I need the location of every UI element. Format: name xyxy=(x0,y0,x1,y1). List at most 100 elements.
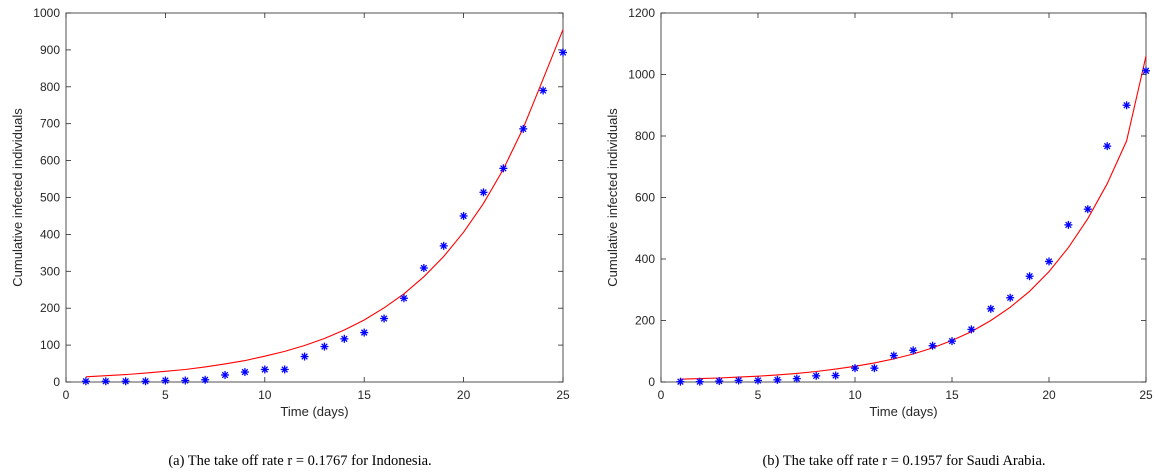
y-tick-label: 400 xyxy=(635,252,655,266)
data-point xyxy=(909,346,918,355)
data-point xyxy=(754,376,762,385)
data-point xyxy=(773,375,782,384)
x-tick-label: 25 xyxy=(556,388,570,402)
x-tick-label: 5 xyxy=(162,388,169,402)
data-point-stroke xyxy=(559,49,567,56)
x-tick-label: 10 xyxy=(848,388,862,402)
y-tick-label: 700 xyxy=(40,117,60,131)
data-point-stroke xyxy=(774,376,781,384)
data-point xyxy=(380,314,389,323)
data-point-stroke xyxy=(1123,101,1130,109)
data-point-stroke xyxy=(301,353,308,360)
y-tick-label: 1200 xyxy=(628,6,655,20)
data-point xyxy=(1103,142,1112,151)
x-tick-label: 20 xyxy=(1042,388,1056,402)
data-point xyxy=(1064,220,1073,229)
data-point xyxy=(792,374,801,383)
data-point-stroke xyxy=(1065,221,1072,229)
data-point xyxy=(320,342,329,351)
data-point xyxy=(340,334,349,343)
data-point-stroke xyxy=(420,264,428,272)
data-point-stroke xyxy=(909,347,917,354)
data-point-stroke xyxy=(871,364,878,372)
data-point xyxy=(1006,293,1015,302)
data-point xyxy=(181,376,190,385)
plot-frame xyxy=(65,12,564,383)
x-tick-label: 5 xyxy=(755,388,762,402)
data-point-stroke xyxy=(321,343,328,350)
plot-frame xyxy=(660,12,1147,383)
y-tick-label: 200 xyxy=(635,314,655,328)
data-point xyxy=(695,377,704,386)
y-tick-label: 200 xyxy=(40,301,60,315)
data-point xyxy=(141,377,150,386)
y-tick-label: 800 xyxy=(40,80,60,94)
y-tick-label: 0 xyxy=(648,375,655,389)
data-point xyxy=(81,377,90,386)
y-tick-label: 800 xyxy=(635,129,655,143)
y-tick-label: 1000 xyxy=(628,68,655,82)
figure-caption: (b) The take off rate r = 0.1957 for Sau… xyxy=(762,453,1045,469)
data-point xyxy=(101,377,110,386)
data-point-stroke xyxy=(201,376,209,384)
data-point-stroke xyxy=(677,378,684,385)
data-point xyxy=(928,341,937,350)
data-point-stroke xyxy=(241,368,249,376)
data-point xyxy=(1083,205,1092,214)
x-tick-label: 20 xyxy=(457,388,471,402)
data-point-stroke xyxy=(341,335,348,343)
data-point-stroke xyxy=(122,378,129,385)
data-point xyxy=(559,48,567,57)
data-point-stroke xyxy=(1026,272,1033,280)
data-point-stroke xyxy=(987,305,995,313)
chart-indonesia: 0 5 10 15 20 25 0 100 200 300 400 500 600 700 800 900 10… xyxy=(10,6,570,469)
y-tick-label: 0 xyxy=(53,375,60,389)
data-point xyxy=(280,365,289,374)
data-point-stroke xyxy=(142,378,149,385)
data-point xyxy=(948,337,956,346)
y-axis-label: Cumulative infected individuals xyxy=(605,108,620,287)
data-point xyxy=(1142,66,1150,75)
y-tick-label: 600 xyxy=(635,191,655,205)
data-point xyxy=(300,352,309,361)
data-point-stroke xyxy=(793,375,801,382)
data-point-stroke xyxy=(539,87,547,94)
x-axis-label: Time (days) xyxy=(869,404,937,419)
data-point xyxy=(851,364,859,373)
data-point-stroke xyxy=(890,352,898,359)
data-point xyxy=(260,365,269,374)
fit-curve xyxy=(85,29,564,378)
chart-saudi-arabia: 0 5 10 15 20 25 0 200 400 600 800 1000 1200 Time (day… xyxy=(605,6,1153,469)
data-point-stroke xyxy=(261,366,269,373)
y-tick-label: 400 xyxy=(40,227,60,241)
data-point-stroke xyxy=(460,212,467,220)
y-tick-label: 1000 xyxy=(33,6,60,20)
data-point-stroke xyxy=(500,165,507,172)
data-point-stroke xyxy=(102,378,110,385)
data-point xyxy=(1122,101,1131,110)
figure-caption: (a) The take off rate r = 0.1767 for Ind… xyxy=(168,453,431,469)
y-axis-label: Cumulative infected individuals xyxy=(10,108,25,287)
data-point-stroke xyxy=(1006,294,1014,302)
y-tick-label: 900 xyxy=(40,43,60,57)
data-point-stroke xyxy=(440,242,447,250)
data-point-stroke xyxy=(82,378,90,385)
x-tick-label: 10 xyxy=(258,388,272,402)
x-axis-label: Time (days) xyxy=(280,404,348,419)
data-point-stroke xyxy=(380,315,388,322)
data-point-stroke xyxy=(1103,142,1111,150)
data-point xyxy=(399,294,408,303)
data-point xyxy=(676,377,685,386)
x-tick-label: 0 xyxy=(63,388,70,402)
data-point xyxy=(121,377,130,386)
data-point xyxy=(539,86,548,95)
data-point-stroke xyxy=(832,372,839,379)
data-point xyxy=(459,211,468,220)
data-point-stroke xyxy=(162,377,169,384)
x-tick-label: 25 xyxy=(1139,388,1153,402)
data-point-stroke xyxy=(400,294,408,302)
fit-curve xyxy=(680,55,1147,380)
data-point-stroke xyxy=(735,377,742,384)
data-point-stroke xyxy=(519,125,527,133)
